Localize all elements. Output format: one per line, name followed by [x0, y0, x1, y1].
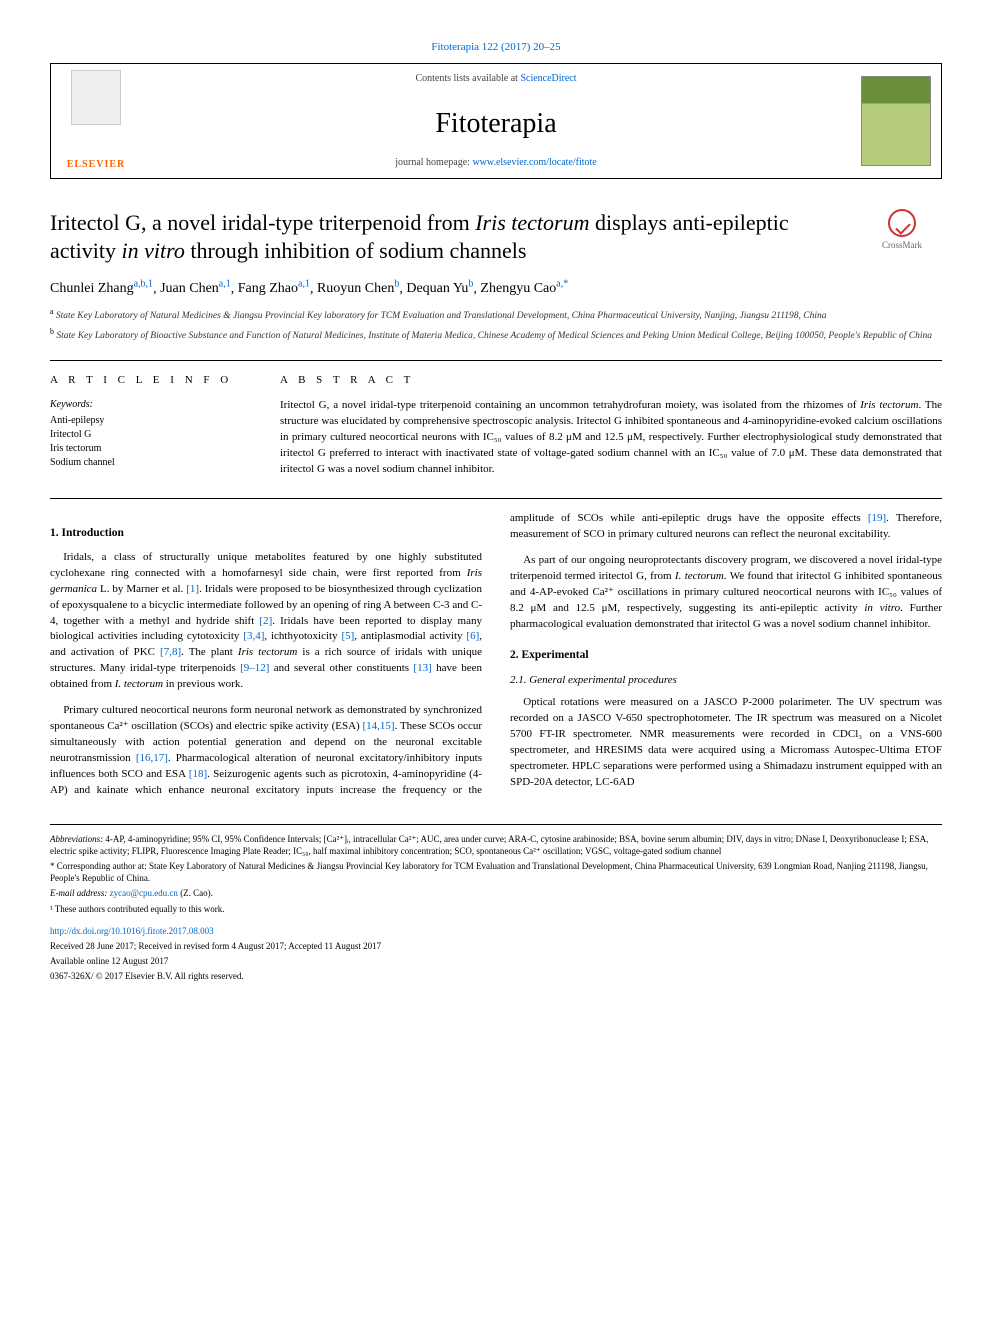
author-affil-sup: a,1 [219, 279, 231, 290]
affiliation: a State Key Laboratory of Natural Medici… [50, 307, 942, 323]
abstract-column: A B S T R A C T Iritectol G, a novel iri… [280, 373, 942, 478]
title-text-1: Iritectol G, a novel iridal-type triterp… [50, 210, 475, 235]
author-affil-sup: a,* [556, 279, 568, 290]
citation-link[interactable]: [6] [466, 630, 479, 642]
author-affil-sup: b [394, 279, 399, 290]
author: Fang Zhaoa,1 [238, 281, 310, 296]
citation-link[interactable]: [7,8] [160, 646, 181, 658]
corresponding-author: * Corresponding author at: State Key Lab… [50, 860, 942, 884]
citation-link[interactable]: [13] [413, 662, 431, 674]
body-paragraph: As part of our ongoing neuroprotectants … [510, 553, 942, 633]
keywords-label: Keywords: [50, 398, 250, 412]
corr-label: * Corresponding author at: [50, 861, 147, 871]
doi-link[interactable]: http://dx.doi.org/10.1016/j.fitote.2017.… [50, 926, 214, 936]
cover-thumb-area [851, 64, 941, 177]
crossmark-label: CrossMark [882, 240, 922, 250]
title-italic-2: in vitro [121, 238, 184, 263]
abbrev-label: Abbreviations: [50, 834, 103, 844]
received-dates: Received 28 June 2017; Received in revis… [50, 940, 942, 952]
sciencedirect-link[interactable]: ScienceDirect [520, 73, 576, 84]
author-list: Chunlei Zhanga,b,1, Juan Chena,1, Fang Z… [50, 278, 942, 299]
citation-link[interactable]: [2] [259, 615, 272, 627]
subsection-heading: 2.1. General experimental procedures [510, 673, 942, 689]
citation-link[interactable]: [19] [868, 512, 886, 524]
author-affil-sup: a,b,1 [134, 279, 153, 290]
email-link[interactable]: zycao@cpu.edu.cn [110, 888, 178, 898]
crossmark-icon [888, 209, 916, 237]
title-italic-1: Iris tectorum [475, 210, 589, 235]
article-info-heading: A R T I C L E I N F O [50, 373, 250, 388]
body-paragraph: Iridals, a class of structurally unique … [50, 550, 482, 693]
author-affil-sup: b [468, 279, 473, 290]
citation-link[interactable]: [18] [189, 768, 207, 780]
citation-link[interactable]: [9–12] [240, 662, 269, 674]
doi-block: http://dx.doi.org/10.1016/j.fitote.2017.… [50, 925, 942, 983]
author: Dequan Yub [406, 281, 473, 296]
journal-cover-icon [861, 76, 931, 166]
header-center: Contents lists available at ScienceDirec… [141, 64, 851, 177]
abstract-text: Iritectol G, a novel iridal-type triterp… [280, 398, 942, 478]
author: Juan Chena,1 [160, 281, 231, 296]
section-heading-intro: 1. Introduction [50, 525, 482, 542]
article-info-column: A R T I C L E I N F O Keywords: Anti-epi… [50, 373, 250, 478]
copyright: 0367-326X/ © 2017 Elsevier B.V. All righ… [50, 970, 942, 982]
title-text-3: through inhibition of sodium channels [185, 238, 527, 263]
journal-header: ELSEVIER Contents lists available at Sci… [50, 63, 942, 178]
keyword: Sodium channel [50, 456, 250, 470]
abbreviations: Abbreviations: 4-AP, 4-aminopyridine; 95… [50, 833, 942, 857]
citation-link[interactable]: [5] [341, 630, 354, 642]
citation-link[interactable]: [1] [186, 583, 199, 595]
keyword: Anti-epilepsy [50, 414, 250, 428]
divider [50, 498, 942, 499]
keyword: Iris tectorum [50, 442, 250, 456]
email-who: (Z. Cao). [180, 888, 213, 898]
article-title: Iritectol G, a novel iridal-type triterp… [50, 209, 842, 266]
email-line: E-mail address: zycao@cpu.edu.cn (Z. Cao… [50, 887, 942, 899]
citation-link[interactable]: [3,4] [243, 630, 264, 642]
journal-reference: Fitoterapia 122 (2017) 20–25 [50, 40, 942, 55]
publisher-logo-area: ELSEVIER [51, 64, 141, 177]
keyword: Iritectol G [50, 428, 250, 442]
abstract-heading: A B S T R A C T [280, 373, 942, 388]
contents-text: Contents lists available at [415, 73, 520, 84]
body-text: 1. Introduction Iridals, a class of stru… [50, 511, 942, 800]
author-affil-sup: a,1 [298, 279, 310, 290]
section-heading-experimental: 2. Experimental [510, 647, 942, 664]
abbrev-text: 4-AP, 4-aminopyridine; 95% CI, 95% Confi… [50, 834, 928, 856]
body-paragraph: Optical rotations were measured on a JAS… [510, 695, 942, 791]
crossmark-badge[interactable]: CrossMark [862, 209, 942, 252]
affiliation: b State Key Laboratory of Bioactive Subs… [50, 327, 942, 343]
elsevier-tree-icon [71, 70, 121, 125]
equal-contribution: ¹ These authors contributed equally to t… [50, 903, 942, 915]
homepage-label: journal homepage: [395, 157, 472, 168]
homepage-link[interactable]: www.elsevier.com/locate/fitote [472, 157, 596, 168]
author: Zhengyu Caoa,* [480, 281, 568, 296]
citation-link[interactable]: [16,17] [136, 752, 168, 764]
author: Chunlei Zhanga,b,1 [50, 281, 153, 296]
footer: Abbreviations: 4-AP, 4-aminopyridine; 95… [50, 824, 942, 982]
divider [50, 360, 942, 361]
available-date: Available online 12 August 2017 [50, 955, 942, 967]
contents-line: Contents lists available at ScienceDirec… [161, 72, 831, 86]
elsevier-label: ELSEVIER [67, 158, 126, 172]
author: Ruoyun Chenb [317, 281, 399, 296]
homepage-line: journal homepage: www.elsevier.com/locat… [161, 156, 831, 170]
citation-link[interactable]: [14,15] [363, 720, 395, 732]
email-label: E-mail address: [50, 888, 107, 898]
corr-text: State Key Laboratory of Natural Medicine… [50, 861, 928, 883]
journal-name: Fitoterapia [161, 104, 831, 143]
